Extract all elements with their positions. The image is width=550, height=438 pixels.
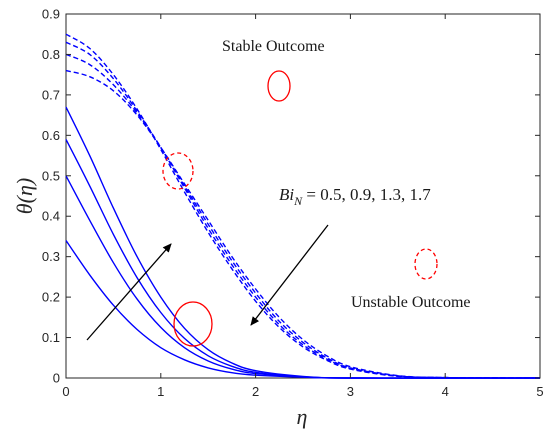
parameter-values: = 0.5, 0.9, 1.3, 1.7 — [302, 185, 431, 204]
y-tick-label: 0.2 — [42, 290, 60, 305]
dashed-curves-circle — [162, 152, 194, 190]
x-tick-label: 2 — [252, 384, 259, 399]
parameter-subscript: N — [293, 194, 303, 208]
increase-arrow — [86, 243, 172, 341]
unstable-outcome-label: Unstable Outcome — [351, 294, 471, 311]
x-tick-label: 4 — [442, 384, 449, 399]
unstable-marker-circle — [414, 248, 438, 280]
x-axis-title: η — [297, 404, 308, 429]
y-tick-label: 0.5 — [42, 168, 60, 183]
stable-outcome-label: Stable Outcome — [222, 38, 325, 55]
solid-curves-circle — [173, 301, 213, 347]
y-tick-label: 0.7 — [42, 87, 60, 102]
ticks-layer: 0 1 2 3 4 5 0 0.1 0.2 0.3 0.4 0.5 0.6 0.7 0.8 0.9 — [42, 7, 544, 400]
y-tick-label: 0.6 — [42, 128, 60, 143]
series-line-dashed-8 — [65, 33, 541, 379]
y-tick-label: 0 — [53, 371, 60, 386]
y-tick-label: 0.4 — [42, 209, 60, 224]
y-tick-label: 0.8 — [42, 47, 60, 62]
plot-area — [65, 13, 541, 379]
stable-marker-circle — [267, 70, 291, 102]
series-layer — [65, 33, 541, 379]
x-tick-label: 0 — [62, 384, 69, 399]
y-tick-label: 0.3 — [42, 249, 60, 264]
x-tick-label: 5 — [536, 384, 543, 399]
y-tick-label: 0.9 — [42, 7, 60, 22]
series-line-solid-4 — [65, 106, 541, 379]
y-tick-label: 0.1 — [42, 330, 60, 345]
decrease-arrow — [250, 224, 329, 326]
x-tick-label: 1 — [157, 384, 164, 399]
x-tick-label: 3 — [347, 384, 354, 399]
y-axis-title: θ(η) — [12, 178, 37, 214]
parameter-symbol: Bi — [279, 185, 294, 204]
parameter-label: BiN = 0.5, 0.9, 1.3, 1.7 — [279, 185, 431, 208]
series-line-dashed-5 — [65, 69, 541, 379]
